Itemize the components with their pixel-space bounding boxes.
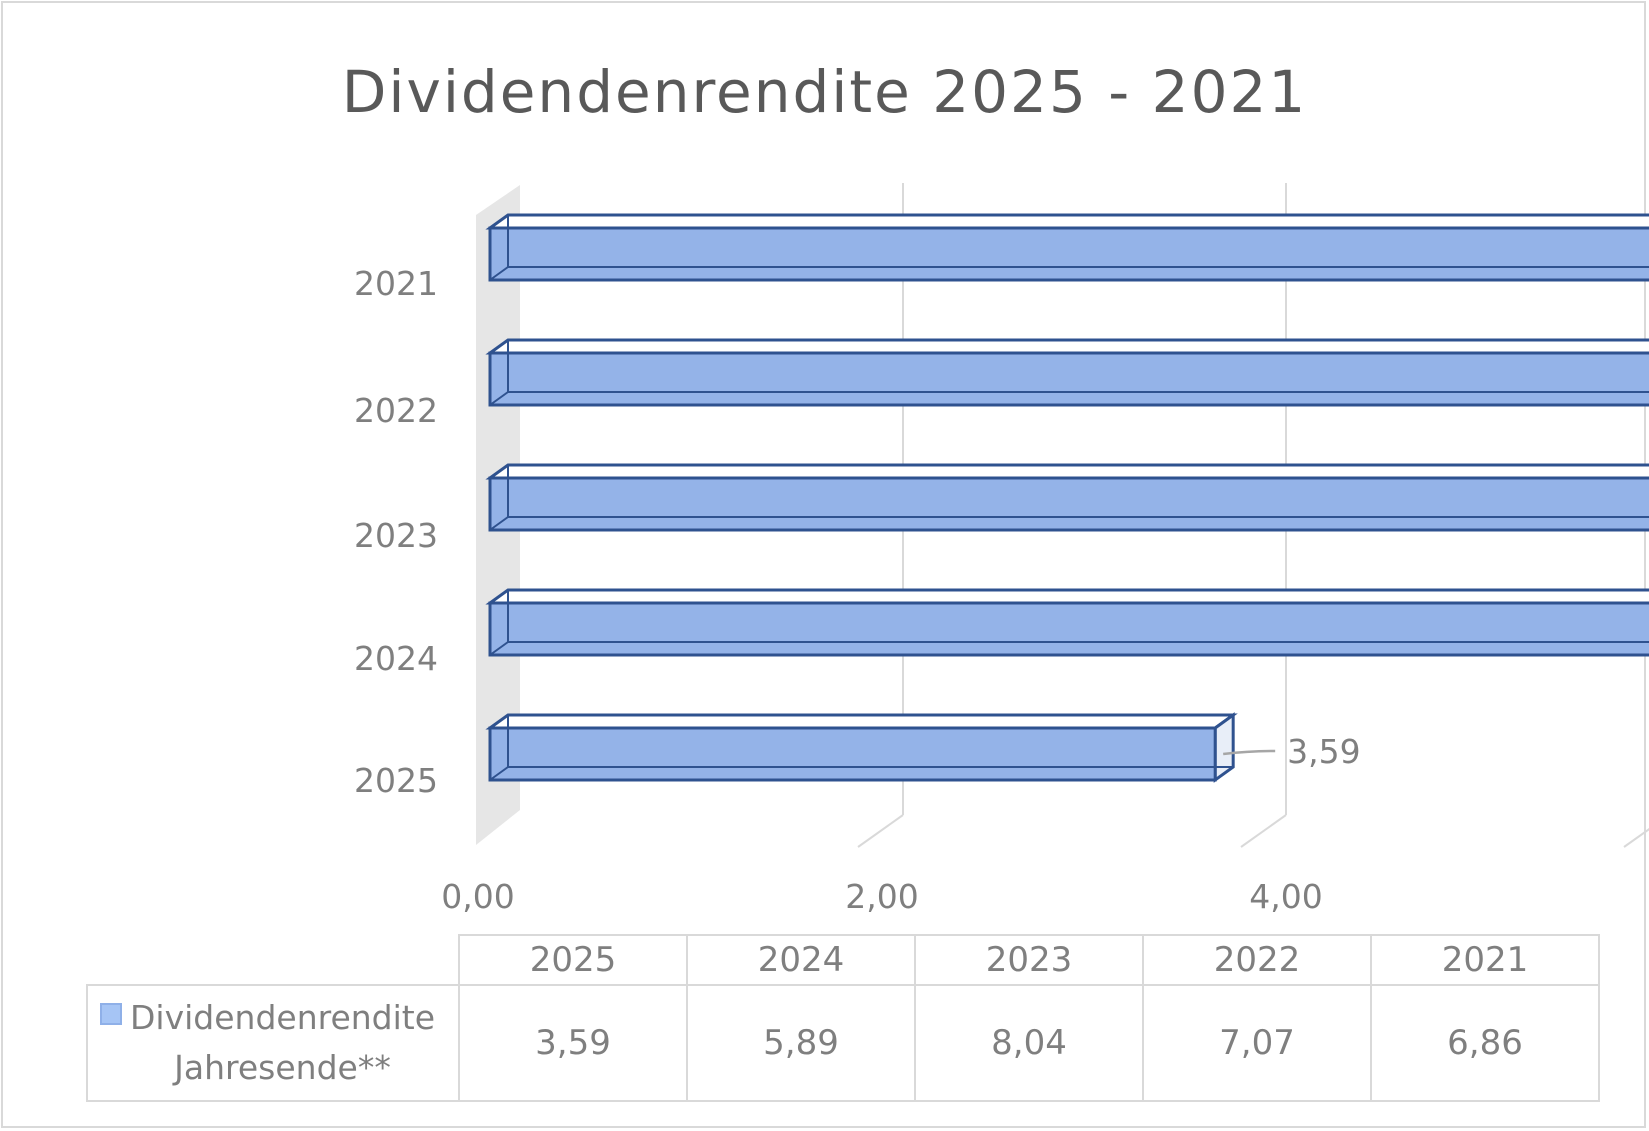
bar-end-face: [1213, 712, 1235, 783]
bar-top-face: [485, 713, 1238, 730]
legend-cell: Dividendenrendite Jahresende**: [86, 984, 460, 1102]
bar: [488, 226, 1649, 282]
legend-label: Dividendenrendite Jahresende**: [130, 993, 435, 1093]
bar-top-face: [485, 213, 1649, 230]
x-tick-label: 0,00: [441, 877, 514, 916]
bar: [488, 351, 1649, 407]
bar-back-edge: [489, 516, 509, 531]
table-value-cell: 5,89: [686, 984, 916, 1102]
table-value-cell: 3,59: [458, 984, 688, 1102]
bar-back-edge: [489, 641, 509, 656]
gridline-floor: [1623, 827, 1649, 848]
gridline-floor: [1240, 814, 1287, 848]
bar-top-face: [485, 463, 1649, 480]
table-header-cell: 2023: [914, 934, 1144, 986]
table-value-cell: 8,04: [914, 984, 1144, 1102]
bar-back-edge: [489, 266, 509, 281]
x-tick-label: 4,00: [1249, 877, 1322, 916]
data-label: 3,59: [1287, 732, 1360, 771]
table-corner-cell: [87, 935, 460, 986]
y-category-label: 2024: [354, 639, 438, 678]
legend-label-line1: Dividendenrendite: [130, 998, 436, 1037]
y-category-label: 2023: [354, 516, 438, 555]
y-category-label: 2021: [354, 264, 438, 303]
table-value-cell: 6,86: [1370, 984, 1600, 1102]
bar: [488, 476, 1649, 532]
legend-label-line2: Jahresende**: [174, 1048, 391, 1087]
table-row: Dividendenrendite Jahresende** 3,59 5,89…: [86, 984, 1600, 1102]
chart-plot: 0,002,004,006,008,0010,0020253,5920245,8…: [354, 183, 1649, 916]
legend-swatch: [100, 1003, 122, 1025]
table-header-cell: 2021: [1370, 934, 1600, 986]
table-header-row: 2025 2024 2023 2022 2021: [87, 934, 1600, 986]
bar: [488, 726, 1217, 782]
x-tick-label: 2,00: [845, 877, 918, 916]
table-header-cell: 2024: [686, 934, 916, 986]
table-value-cell: 7,07: [1142, 984, 1372, 1102]
table-header-cell: 2025: [458, 934, 688, 986]
data-table: 2025 2024 2023 2022 2021 Dividendenrendi…: [86, 934, 1600, 1102]
chart-title: Dividendenrendite 2025 - 2021: [341, 58, 1308, 126]
gridline-floor: [857, 814, 904, 848]
bar-back-edge: [489, 766, 509, 781]
leader-line: [1223, 749, 1276, 756]
table-header-cell: 2022: [1142, 934, 1372, 986]
bar-back-edge: [489, 391, 509, 406]
bar-top-face: [485, 588, 1649, 605]
bar: [488, 601, 1649, 657]
bar-top-face: [485, 338, 1649, 355]
y-category-label: 2022: [354, 391, 438, 430]
y-category-label: 2025: [354, 761, 438, 800]
